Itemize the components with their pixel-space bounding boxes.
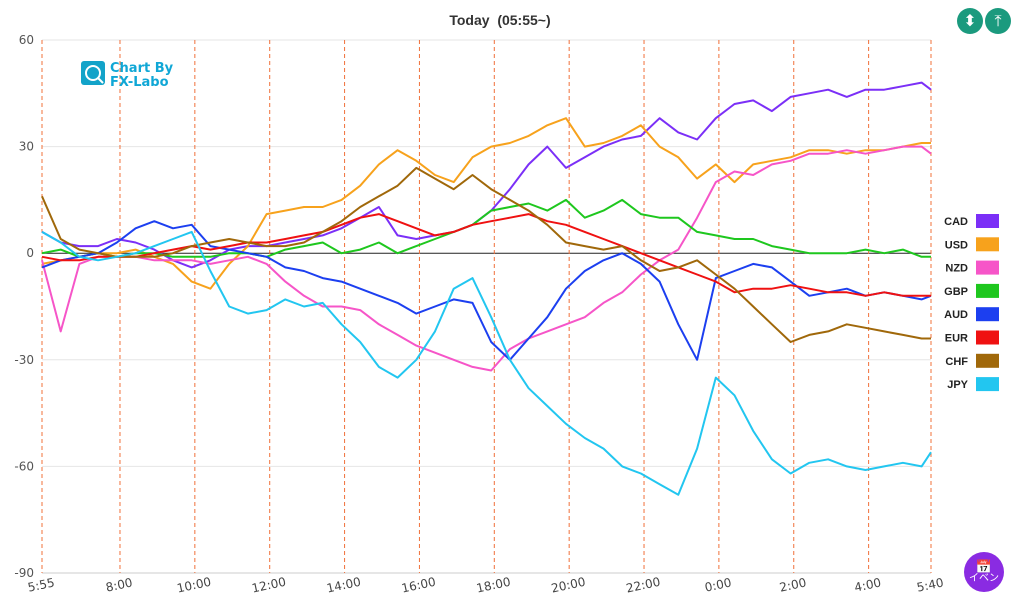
legend-swatch-nzd — [976, 260, 999, 275]
series-line-cad — [41, 81, 932, 269]
fx-labo-logo: Chart By FX-Labo — [81, 61, 174, 90]
y-tick-label: -60 — [14, 459, 34, 473]
y-axis: 60 30 0 -30 -60 -90 — [14, 33, 34, 580]
chart-title: Today (05:55~) — [449, 12, 550, 28]
fit-vertical-icon: ⤒ — [994, 11, 1002, 30]
series-line-gbp — [41, 198, 931, 258]
series-line-chf — [41, 166, 931, 343]
y-tick-label: -90 — [14, 566, 34, 580]
legend-swatch-eur — [976, 330, 999, 345]
events-button[interactable]: 📅 イベン — [964, 552, 1004, 592]
y-tick-label: -30 — [14, 353, 34, 367]
legend-label-chf: CHF — [945, 356, 968, 368]
legend: CAD USD NZD GBP AUD EUR CHF JPY — [944, 214, 999, 392]
legend-swatch-aud — [976, 307, 999, 322]
calendar-icon: 📅 — [975, 558, 993, 574]
legend-swatch-gbp — [976, 283, 999, 298]
x-tick-label: 18:00 — [475, 575, 512, 596]
series-lines — [41, 81, 932, 496]
x-axis: 5:55 8:00 10:00 12:00 14:00 16:00 18:00 20:00 22… — [27, 575, 945, 596]
expand-vertical-button[interactable]: ⬍ — [957, 8, 983, 34]
x-tick-label: 5:40 — [916, 575, 945, 594]
legend-label-aud: AUD — [944, 309, 968, 321]
legend-label-jpy: JPY — [947, 379, 968, 391]
legend-label-gbp: GBP — [944, 286, 968, 298]
x-tick-label: 16:00 — [400, 575, 437, 596]
legend-swatch-cad — [976, 214, 999, 228]
series-line-aud — [41, 220, 932, 361]
legend-swatch-chf — [976, 353, 999, 368]
legend-label-nzd: NZD — [945, 263, 968, 275]
expand-vertical-icon: ⬍ — [963, 11, 977, 30]
events-label: イベン — [969, 572, 999, 584]
legend-label-cad: CAD — [944, 216, 968, 228]
x-tick-label: 20:00 — [550, 575, 587, 596]
series-line-jpy — [41, 230, 932, 496]
series-line-usd — [41, 117, 931, 290]
x-tick-label: 10:00 — [176, 575, 213, 596]
y-tick-label: 0 — [26, 246, 34, 260]
legend-swatch-jpy — [976, 377, 999, 392]
x-tick-label: 2:00 — [778, 575, 807, 594]
x-tick-label: 22:00 — [625, 575, 662, 596]
legend-label-eur: EUR — [945, 333, 968, 345]
series-line-eur — [41, 213, 931, 297]
x-tick-label: 8:00 — [105, 575, 134, 594]
series-line-nzd — [41, 145, 932, 372]
magnifier-icon — [85, 65, 101, 81]
chart-grid — [41, 39, 932, 574]
logo-line-1: Chart By — [110, 61, 174, 76]
fit-vertical-button[interactable]: ⤒ — [985, 8, 1011, 34]
y-tick-label: 30 — [19, 140, 34, 154]
legend-label-usd: USD — [945, 239, 968, 251]
x-tick-label: 5:55 — [27, 575, 56, 594]
logo-line-2: FX-Labo — [110, 75, 169, 90]
x-tick-label: 4:00 — [853, 575, 882, 594]
y-tick-label: 60 — [19, 33, 34, 47]
x-tick-label: 0:00 — [703, 575, 732, 594]
x-tick-label: 14:00 — [325, 575, 362, 596]
legend-swatch-usd — [976, 237, 999, 252]
x-tick-label: 12:00 — [251, 575, 288, 596]
